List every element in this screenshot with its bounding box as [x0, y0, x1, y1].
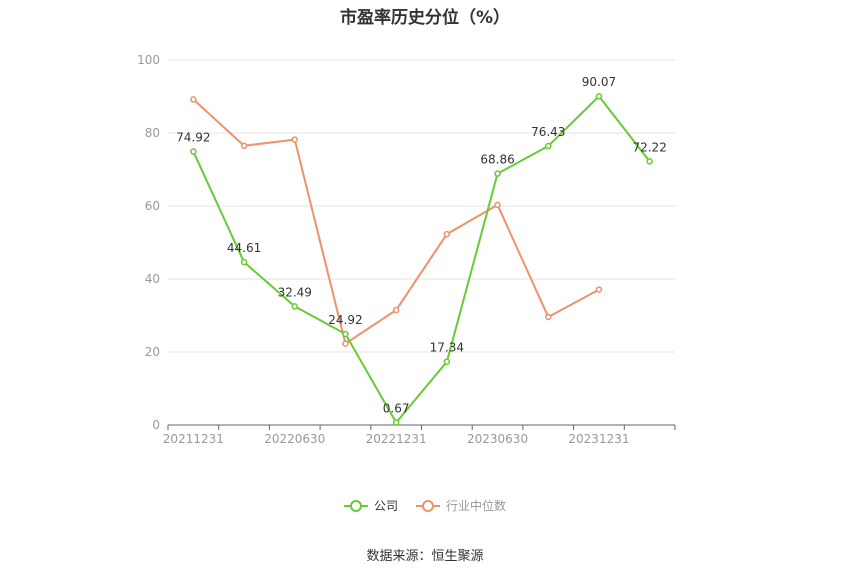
y-tick-label: 20	[145, 345, 160, 359]
legend-item-industry-median[interactable]: 行业中位数	[416, 497, 506, 514]
legend-label-industry-median: 行业中位数	[446, 499, 507, 513]
data-label: 74.92	[176, 131, 210, 145]
data-point-company	[392, 419, 400, 426]
data-label: 44.61	[227, 241, 261, 255]
data-point-company	[291, 303, 298, 310]
legend: 公司 行业中位数	[0, 497, 850, 514]
legend-marker-icon	[416, 499, 440, 512]
data-label: 0.67	[383, 402, 410, 416]
data-point-company	[190, 148, 197, 155]
legend-marker-icon	[343, 499, 368, 512]
data-point-industry-median	[443, 230, 451, 238]
x-tick-label: 20231231	[568, 432, 629, 446]
legend-item-company[interactable]: 公司	[343, 497, 398, 514]
x-tick-label: 20220630	[264, 432, 325, 446]
data-point-company	[443, 358, 451, 365]
data-point-industry-median	[595, 286, 603, 293]
data-point-company	[342, 330, 349, 338]
y-tick-label: 40	[145, 272, 160, 286]
y-tick-label: 80	[145, 126, 160, 140]
data-point-industry-median	[545, 313, 552, 321]
data-point-industry-median	[392, 306, 400, 314]
series-line-company	[192, 95, 651, 424]
x-tick-label: 20221231	[366, 432, 427, 446]
data-point-industry-median	[291, 136, 298, 143]
y-tick-label: 60	[145, 199, 160, 213]
x-tick-label: 20230630	[467, 432, 528, 446]
data-point-company	[545, 142, 552, 150]
y-tick-label: 0	[152, 418, 160, 432]
data-label: 32.49	[278, 285, 312, 299]
x-tick-label: 20211231	[163, 432, 224, 446]
data-point-industry-median	[240, 142, 248, 150]
data-point-company	[240, 258, 248, 266]
data-point-industry-median	[342, 340, 349, 347]
data-point-company	[595, 92, 603, 100]
data-point-company	[494, 170, 501, 177]
chart-title: 市盈率历史分位（%）	[339, 8, 511, 28]
data-label: 24.92	[328, 313, 362, 327]
data-point-industry-median	[494, 201, 501, 209]
data-point-company	[646, 158, 653, 165]
data-label: 72.22	[632, 140, 666, 154]
data-label: 90.07	[582, 75, 616, 89]
data-label: 76.43	[531, 125, 565, 139]
data-source-note: 数据来源：恒生聚源	[366, 549, 484, 564]
data-label: 68.86	[480, 153, 514, 167]
data-point-industry-median	[190, 96, 197, 103]
legend-label-company: 公司	[373, 499, 398, 513]
data-label: 17.34	[430, 341, 464, 355]
y-tick-label: 100	[137, 53, 160, 67]
